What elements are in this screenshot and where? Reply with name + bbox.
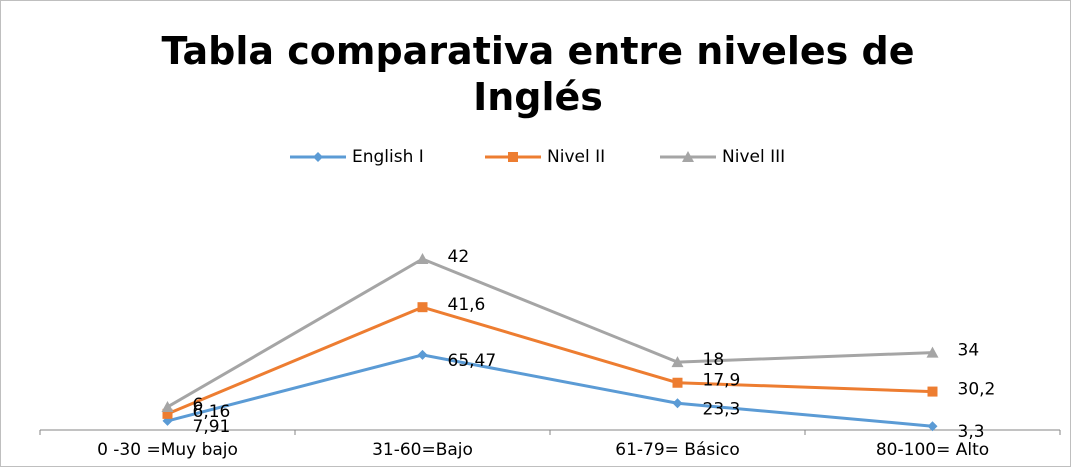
series-line [166, 305, 933, 416]
marker [672, 398, 683, 409]
marker [417, 349, 428, 360]
marker [671, 356, 684, 368]
data-label: 7,91 [193, 417, 231, 437]
data-label: 17,9 [703, 371, 741, 391]
x-tick-label: 80-100= Alto [876, 440, 989, 460]
marker [926, 346, 939, 358]
marker [161, 400, 174, 412]
chart-title: Tabla comparativa entre niveles de Inglé… [161, 29, 915, 119]
x-tick-label: 61-79= Básico [615, 440, 739, 460]
x-tick-label: 0 -30 =Muy bajo [97, 440, 238, 460]
marker [508, 152, 518, 162]
data-label: 41,6 [448, 295, 486, 315]
marker [927, 386, 938, 397]
data-label: 23,3 [703, 399, 741, 419]
data-label: 65,47 [448, 351, 497, 371]
marker [672, 377, 683, 388]
marker [416, 253, 429, 265]
marker [313, 152, 323, 162]
data-label: 42 [448, 247, 470, 267]
marker [417, 302, 428, 313]
data-label: 6,16 [193, 402, 231, 422]
marker [927, 421, 938, 432]
data-label: 34 [958, 341, 980, 361]
series-line [166, 257, 933, 409]
data-label: 6 [193, 395, 204, 415]
marker [682, 151, 694, 162]
legend-label: Nivel III [722, 147, 785, 167]
legend-label: English I [352, 147, 424, 167]
series-line [167, 353, 933, 428]
x-tick-label: 31-60=Bajo [372, 440, 473, 460]
legend-label: Nivel II [547, 147, 605, 167]
data-label: 30,2 [958, 380, 996, 400]
data-label: 18 [703, 350, 725, 370]
data-label: 3,3 [958, 422, 985, 442]
marker [162, 408, 173, 419]
